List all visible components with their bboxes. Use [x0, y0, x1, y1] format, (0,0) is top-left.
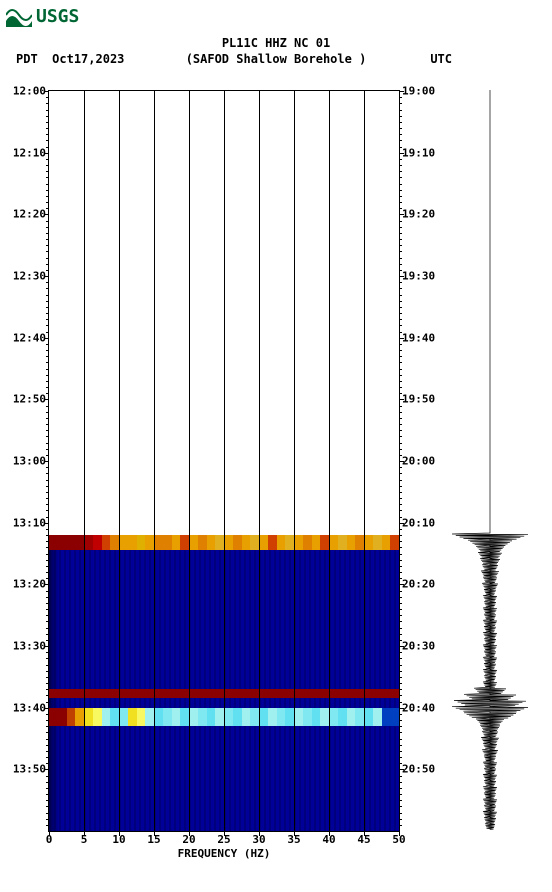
usgs-logo: USGS — [6, 6, 79, 27]
y-tick-right: 20:50 — [402, 763, 435, 776]
x-tick-label: 35 — [287, 833, 300, 846]
y-tick-left: 12:40 — [13, 331, 46, 344]
usgs-wave-icon — [6, 7, 32, 27]
y-tick-left: 13:40 — [13, 701, 46, 714]
y-tick-right: 19:50 — [402, 393, 435, 406]
y-tick-left: 12:00 — [13, 85, 46, 98]
x-tick-label: 40 — [322, 833, 335, 846]
y-tick-right: 19:20 — [402, 208, 435, 221]
y-tick-left: 12:30 — [13, 270, 46, 283]
y-tick-right: 19:00 — [402, 85, 435, 98]
x-tick-label: 50 — [392, 833, 405, 846]
x-axis-label: FREQUENCY (HZ) — [49, 847, 399, 860]
tz-right: UTC — [430, 52, 452, 66]
y-tick-left: 12:10 — [13, 146, 46, 159]
y-tick-left: 13:20 — [13, 578, 46, 591]
y-tick-left: 13:10 — [13, 516, 46, 529]
waveform-panel — [450, 90, 530, 830]
y-tick-right: 20:30 — [402, 640, 435, 653]
y-tick-right: 20:10 — [402, 516, 435, 529]
y-tick-right: 20:20 — [402, 578, 435, 591]
waveform-trace — [452, 90, 528, 830]
y-tick-left: 13:00 — [13, 455, 46, 468]
x-tick-label: 30 — [252, 833, 265, 846]
x-tick-label: 45 — [357, 833, 370, 846]
x-tick-label: 20 — [182, 833, 195, 846]
x-tick-label: 0 — [46, 833, 53, 846]
y-tick-right: 20:00 — [402, 455, 435, 468]
station-name: (SAFOD Shallow Borehole ) — [0, 52, 552, 66]
y-tick-left: 12:50 — [13, 393, 46, 406]
x-tick-label: 25 — [217, 833, 230, 846]
chart-title: PL11C HHZ NC 01 — [0, 36, 552, 50]
y-tick-left: 13:50 — [13, 763, 46, 776]
y-tick-left: 12:20 — [13, 208, 46, 221]
x-tick-label: 5 — [81, 833, 88, 846]
y-tick-right: 19:40 — [402, 331, 435, 344]
x-tick-label: 15 — [147, 833, 160, 846]
x-tick-label: 10 — [112, 833, 125, 846]
y-tick-left: 13:30 — [13, 640, 46, 653]
y-tick-right: 19:10 — [402, 146, 435, 159]
usgs-logo-text: USGS — [36, 6, 79, 27]
y-tick-right: 19:30 — [402, 270, 435, 283]
spectrogram-chart: FREQUENCY (HZ) 0510152025303540455012:00… — [48, 90, 400, 832]
y-tick-right: 20:40 — [402, 701, 435, 714]
